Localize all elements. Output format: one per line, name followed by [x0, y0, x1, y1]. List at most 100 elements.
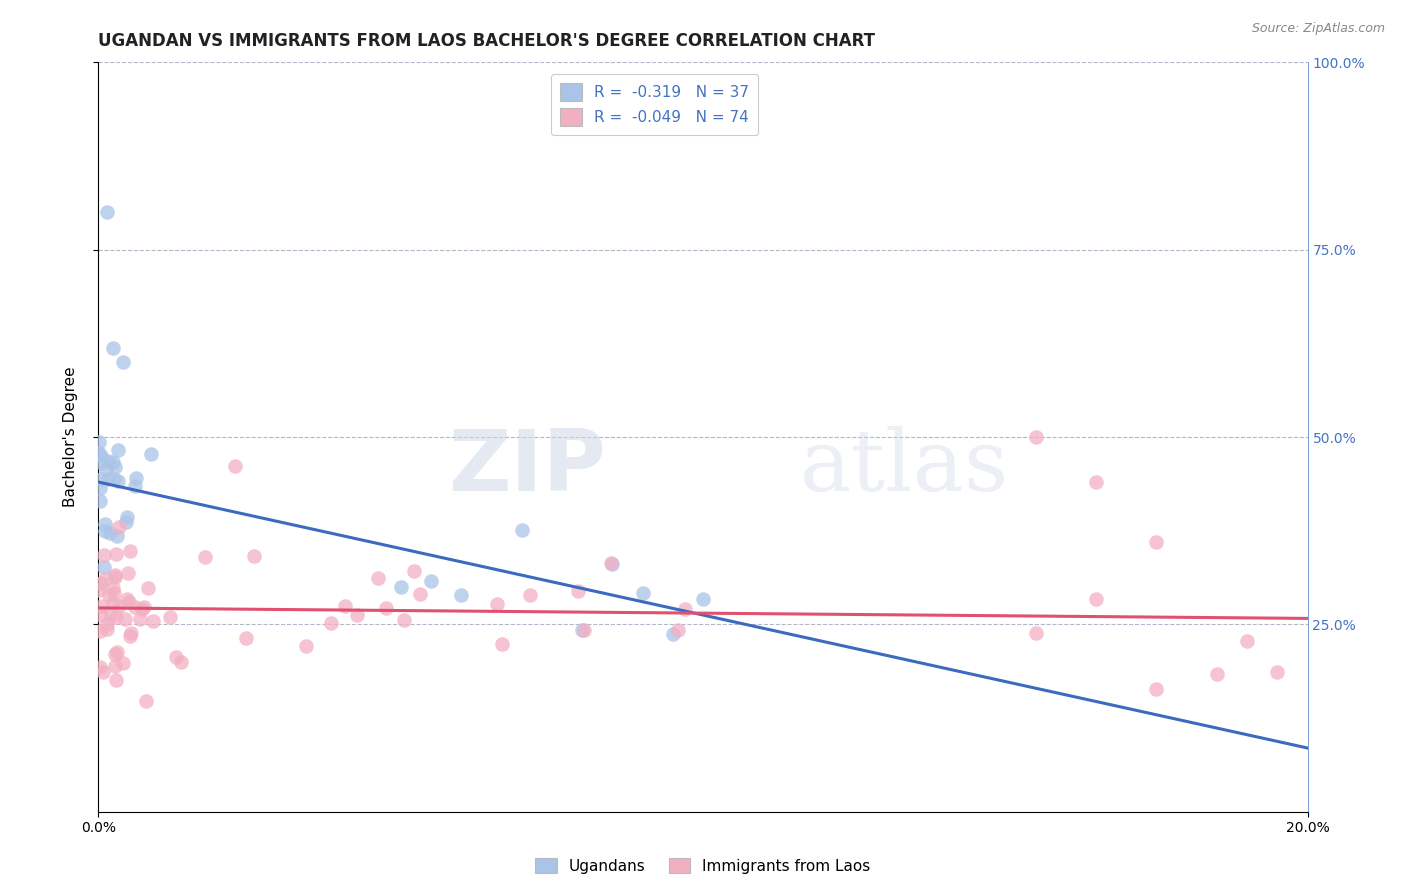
Point	[103, 586, 125, 600]
Point	[90, 599, 112, 613]
Point	[571, 624, 593, 638]
Point	[1267, 665, 1289, 679]
Point	[93, 560, 115, 574]
Point	[94, 524, 117, 538]
Point	[114, 612, 136, 626]
Point	[105, 644, 128, 658]
Point	[89, 481, 111, 495]
Point	[1144, 682, 1167, 697]
Point	[599, 556, 621, 570]
Point	[89, 624, 111, 639]
Point	[125, 471, 148, 485]
Legend: Ugandans, Immigrants from Laos: Ugandans, Immigrants from Laos	[529, 852, 877, 880]
Point	[661, 627, 683, 641]
Point	[103, 341, 125, 355]
Point	[1024, 430, 1046, 444]
Point	[519, 588, 541, 602]
Point	[1085, 475, 1108, 489]
Text: Source: ZipAtlas.com: Source: ZipAtlas.com	[1251, 22, 1385, 36]
Point	[107, 443, 129, 458]
Point	[194, 550, 217, 565]
Point	[166, 650, 188, 665]
Point	[90, 472, 112, 486]
Point	[1206, 666, 1229, 681]
Point	[96, 462, 118, 476]
Point	[666, 623, 689, 637]
Point	[124, 599, 146, 614]
Point	[90, 450, 112, 464]
Point	[450, 588, 472, 602]
Legend: R =  -0.319   N = 37, R =  -0.049   N = 74: R = -0.319 N = 37, R = -0.049 N = 74	[551, 74, 758, 135]
Point	[101, 596, 124, 610]
Point	[115, 510, 138, 524]
Point	[132, 600, 155, 615]
Point	[94, 516, 117, 531]
Text: UGANDAN VS IMMIGRANTS FROM LAOS BACHELOR'S DEGREE CORRELATION CHART: UGANDAN VS IMMIGRANTS FROM LAOS BACHELOR…	[98, 32, 876, 50]
Point	[108, 520, 131, 534]
Point	[117, 594, 139, 608]
Point	[420, 574, 443, 589]
Point	[367, 571, 389, 585]
Point	[104, 673, 127, 687]
Point	[142, 614, 165, 628]
Point	[375, 601, 398, 615]
Point	[402, 564, 425, 578]
Point	[295, 639, 318, 653]
Point	[104, 610, 127, 624]
Point	[90, 608, 112, 623]
Point	[104, 567, 127, 582]
Point	[112, 656, 135, 670]
Point	[105, 547, 128, 561]
Point	[235, 631, 257, 645]
Point	[118, 629, 141, 643]
Point	[124, 479, 146, 493]
Point	[120, 544, 142, 558]
Point	[1024, 625, 1046, 640]
Point	[129, 612, 152, 626]
Point	[89, 446, 111, 460]
Point	[408, 587, 430, 601]
Point	[93, 548, 115, 562]
Point	[1236, 634, 1258, 648]
Point	[389, 580, 412, 594]
Point	[96, 205, 118, 219]
Point	[319, 615, 342, 630]
Point	[224, 459, 246, 474]
Point	[101, 455, 124, 469]
Point	[94, 572, 117, 586]
Point	[111, 355, 134, 369]
Y-axis label: Bachelor's Degree: Bachelor's Degree	[63, 367, 77, 508]
Point	[105, 529, 128, 543]
Point	[89, 660, 111, 674]
Point	[135, 693, 157, 707]
Point	[89, 435, 111, 450]
Point	[243, 549, 266, 563]
Point	[392, 613, 415, 627]
Point	[100, 525, 122, 540]
Point	[98, 588, 121, 602]
Point	[89, 493, 111, 508]
Text: ZIP: ZIP	[449, 425, 606, 508]
Point	[117, 566, 139, 580]
Point	[115, 591, 138, 606]
Point	[104, 647, 127, 661]
Point	[572, 623, 595, 637]
Point	[96, 623, 118, 637]
Point	[333, 599, 356, 613]
Point	[692, 592, 714, 607]
Text: atlas: atlas	[800, 425, 1010, 508]
Point	[1085, 591, 1108, 606]
Point	[169, 655, 191, 669]
Point	[510, 524, 533, 538]
Point	[100, 607, 122, 622]
Point	[673, 601, 696, 615]
Point	[141, 446, 163, 460]
Point	[97, 472, 120, 486]
Point	[90, 575, 112, 590]
Point	[121, 626, 143, 640]
Point	[136, 581, 159, 595]
Point	[486, 597, 509, 611]
Point	[104, 459, 127, 474]
Point	[346, 607, 368, 622]
Point	[108, 599, 131, 614]
